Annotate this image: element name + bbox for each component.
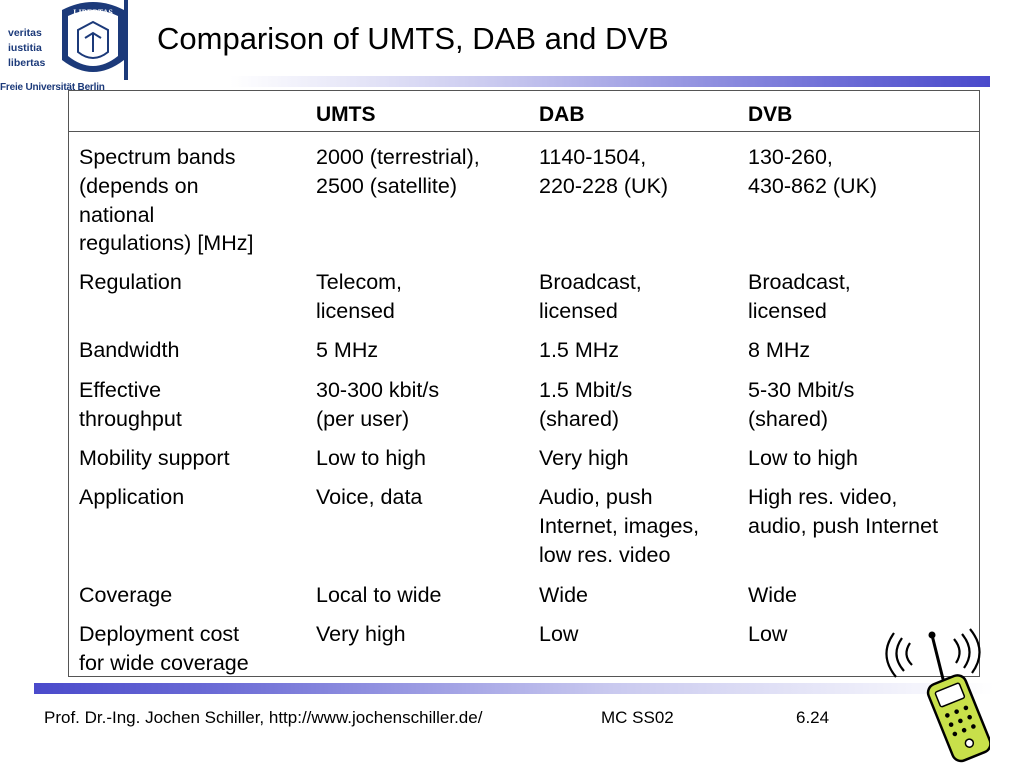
decorative-bar-bottom: [34, 683, 994, 694]
svg-text:LIBERTAS: LIBERTAS: [73, 8, 113, 17]
column-header: DVB: [748, 103, 793, 126]
table-header: UMTS DAB DVB: [69, 91, 979, 132]
table-cell: Wide: [748, 583, 797, 607]
comparison-table: UMTS DAB DVB Spectrum bands (depends on …: [68, 90, 980, 677]
row-label: Mobility support: [79, 446, 230, 470]
table-cell: Wide: [539, 583, 588, 607]
column-header: UMTS: [316, 103, 376, 126]
row-label: Application: [79, 485, 185, 509]
row-label: Effective throughput: [79, 378, 182, 431]
mobile-phone-icon: [885, 628, 990, 763]
row-label: Regulation: [79, 270, 182, 294]
table-cell: Very high: [316, 622, 406, 646]
motto-line: libertas: [8, 57, 46, 69]
table-cell: Telecom, licensed: [316, 270, 403, 323]
table-cell: 5-30 Mbit/s (shared): [748, 378, 855, 431]
table-cell: Local to wide: [316, 583, 442, 607]
university-name: Freie Universität Berlin: [0, 82, 105, 93]
university-logo: veritas iustitia libertas LIBERTAS Freie…: [0, 0, 130, 93]
table-cell: 1.5 MHz: [539, 338, 620, 362]
table-cell: Voice, data: [316, 485, 423, 509]
footer-page-number: 6.24: [796, 708, 830, 727]
page-title: Comparison of UMTS, DAB and DVB: [157, 21, 669, 56]
table-cell: Low to high: [316, 446, 426, 470]
table-cell: Very high: [539, 446, 629, 470]
logo-motto: veritas iustitia libertas: [8, 26, 45, 71]
column-header: DAB: [539, 103, 585, 126]
table-cell: 130-260, 430-862 (UK): [748, 145, 878, 198]
table-cell: High res. video, audio, push Internet: [748, 485, 939, 538]
university-seal-icon: LIBERTAS: [58, 0, 128, 80]
decorative-bar-top: [230, 76, 990, 87]
table-cell: 5 MHz: [316, 338, 379, 362]
table-cell: Broadcast, licensed: [748, 270, 851, 323]
row-label: Spectrum bands (depends on national regu…: [79, 145, 254, 256]
table-cell: Low: [539, 622, 579, 646]
table-cell: 1.5 Mbit/s (shared): [539, 378, 633, 431]
motto-line: iustitia: [8, 42, 42, 54]
motto-line: veritas: [8, 27, 42, 39]
row-label: Coverage: [79, 583, 173, 607]
table-cell: Low: [748, 622, 788, 646]
row-label: Bandwidth: [79, 338, 180, 362]
footer-author: Prof. Dr.-Ing. Jochen Schiller, http://w…: [44, 708, 483, 727]
table-cell: Broadcast, licensed: [539, 270, 642, 323]
table-cell: 30-300 kbit/s (per user): [316, 378, 440, 431]
table-cell: 2000 (terrestrial), 2500 (satellite): [316, 145, 480, 198]
row-label: Deployment cost for wide coverage: [79, 622, 249, 675]
table-cell: 1140-1504, 220-228 (UK): [539, 145, 669, 198]
table-cell: Low to high: [748, 446, 858, 470]
table-cell: Audio, push Internet, images, low res. v…: [539, 485, 700, 567]
footer-course: MC SS02: [601, 708, 674, 727]
table-cell: 8 MHz: [748, 338, 811, 362]
